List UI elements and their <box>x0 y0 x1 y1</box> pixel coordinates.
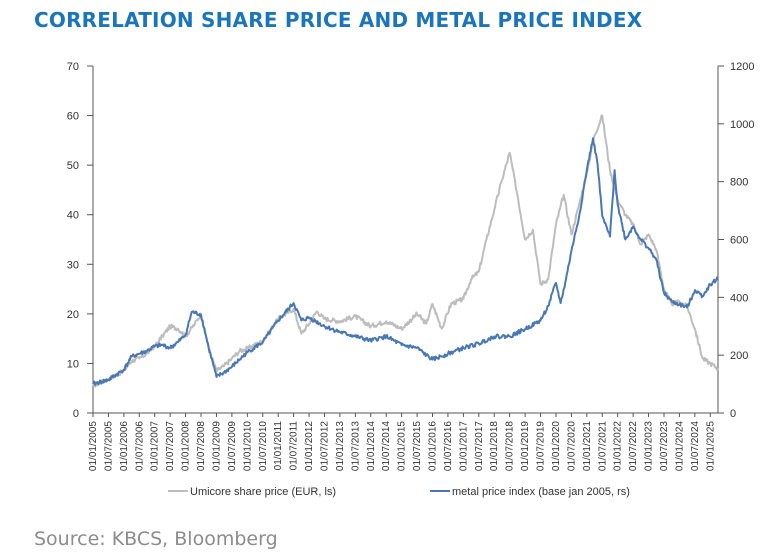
x-tick-label: 01/01/2013 <box>335 421 346 471</box>
x-tick-label: 01/07/2007 <box>165 421 176 471</box>
x-tick-label: 01/07/2006 <box>134 421 145 471</box>
x-tick-label: 01/01/2012 <box>304 421 315 471</box>
x-tick-label: 01/01/2023 <box>644 421 655 471</box>
x-tick-label: 01/01/2024 <box>674 421 685 471</box>
y-right-tick-label: 1000 <box>730 119 754 131</box>
x-tick-label: 01/07/2012 <box>319 421 330 471</box>
x-tick-label: 01/01/2014 <box>366 421 377 471</box>
y-left-tick-label: 50 <box>67 160 79 172</box>
x-tick-label: 01/01/2016 <box>428 421 439 471</box>
chart-svg: 0 10 20 30 40 50 60 70 0 200 400 600 800 1000 1200 01/0… <box>67 61 755 498</box>
x-tick-label: 01/01/2005 <box>88 421 99 471</box>
x-tick-label: 01/01/2015 <box>397 421 408 471</box>
x-tick-label: 01/01/2022 <box>613 421 624 471</box>
source-note: Source: KBCS, Bloomberg <box>34 528 278 550</box>
y-left-tick-label: 70 <box>67 61 79 73</box>
y-left-tick-label: 60 <box>67 111 79 123</box>
x-tick-label: 01/01/2011 <box>273 421 284 471</box>
x-tick-label: 01/01/2017 <box>458 421 469 471</box>
x-tick-label: 01/01/2025 <box>705 421 716 471</box>
x-tick-label: 01/07/2015 <box>412 421 423 471</box>
x-tick-label: 01/07/2019 <box>536 421 547 471</box>
x-tick-label: 01/07/2010 <box>258 421 269 471</box>
x-tick-label: 01/01/2021 <box>582 421 593 471</box>
legend-label: metal price index (base jan 2005, rs) <box>452 486 630 498</box>
x-tick-label: 01/01/2019 <box>520 421 531 471</box>
x-tick-label: 01/07/2008 <box>196 421 207 471</box>
x-tick-label: 01/07/2009 <box>227 421 238 471</box>
x-tick-label: 01/07/2020 <box>566 421 577 471</box>
x-tick-label: 01/07/2021 <box>597 421 608 471</box>
y-left-tick-label: 40 <box>67 210 79 222</box>
series-line-metal-price-index <box>92 137 719 386</box>
y-right-tick-label: 600 <box>730 235 748 247</box>
y-right-tick-label: 1200 <box>730 61 754 73</box>
x-tick-label: 01/07/2014 <box>381 421 392 471</box>
x-tick-label: 01/01/2007 <box>150 421 161 471</box>
x-tick-label: 01/01/2009 <box>211 421 222 471</box>
x-tick-label: 01/01/2018 <box>489 421 500 471</box>
x-tick-label: 01/07/2017 <box>474 421 485 471</box>
x-tick-label: 01/07/2023 <box>659 421 670 471</box>
x-tick-label: 01/01/2006 <box>119 421 130 471</box>
series-layer <box>92 114 719 388</box>
x-tick-label: 01/07/2011 <box>289 421 300 471</box>
x-tick-label: 01/07/2018 <box>505 421 516 471</box>
y-right-tick-label: 0 <box>730 408 736 420</box>
x-tick-label: 01/07/2005 <box>103 421 114 471</box>
y-right-tick-label: 200 <box>730 350 748 362</box>
y-right-tick-label: 800 <box>730 177 748 189</box>
x-tick-label: 01/07/2022 <box>628 421 639 471</box>
y-left-tick-label: 20 <box>67 309 79 321</box>
axes-layer: 0 10 20 30 40 50 60 70 0 200 400 600 800 1000 1200 01/0… <box>67 61 755 471</box>
y-left-tick-label: 30 <box>67 259 79 271</box>
x-tick-label: 01/07/2016 <box>443 421 454 471</box>
x-tick-label: 01/01/2010 <box>242 421 253 471</box>
y-left-tick-label: 0 <box>73 408 79 420</box>
x-tick-label: 01/01/2020 <box>551 421 562 471</box>
legend-label: Umicore share price (EUR, ls) <box>190 486 336 498</box>
x-tick-label: 01/07/2024 <box>690 421 701 471</box>
legend: Umicore share price (EUR, ls) metal price… <box>168 486 630 498</box>
chart-title: CORRELATION SHARE PRICE AND METAL PRICE … <box>34 8 643 32</box>
x-tick-label: 01/01/2008 <box>181 421 192 471</box>
y-left-tick-label: 10 <box>67 358 79 370</box>
x-tick-label: 01/07/2013 <box>350 421 361 471</box>
y-right-tick-label: 400 <box>730 292 748 304</box>
